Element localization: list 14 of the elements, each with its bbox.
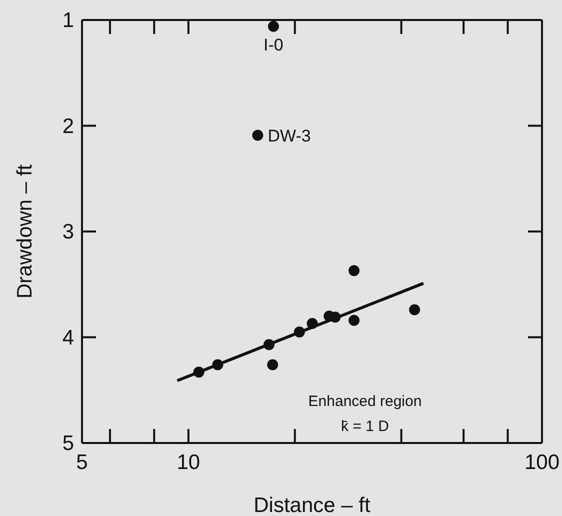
x-axis-title: Distance – ft	[254, 494, 371, 516]
annotation: I-0	[264, 35, 284, 54]
x-tick-label: 10	[176, 451, 200, 474]
y-tick-label: 5	[62, 432, 74, 455]
y-tick-label: 2	[62, 114, 74, 138]
x-tick-label: 100	[524, 451, 560, 474]
annotation: k̄ = 1 D	[340, 418, 390, 435]
annotation: Enhanced region	[307, 393, 423, 410]
annotation: DW-3	[268, 126, 311, 146]
y-tick-label: 4	[62, 326, 74, 350]
y-axis-title: Drawdown – ft	[13, 164, 36, 299]
x-tick-label: 5	[76, 451, 88, 474]
y-tick-label: 1	[62, 9, 74, 32]
y-tick-label: 3	[62, 220, 74, 244]
